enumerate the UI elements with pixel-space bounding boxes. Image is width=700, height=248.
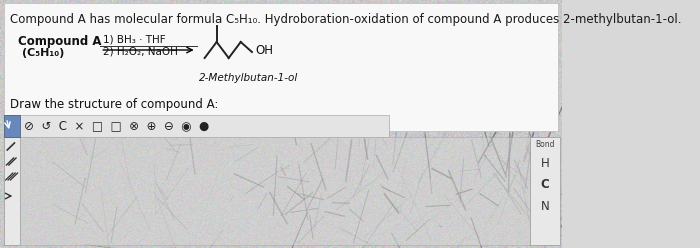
FancyBboxPatch shape	[4, 137, 530, 245]
Text: Bond: Bond	[535, 140, 554, 149]
Text: ⊘  ↺  C  ×  □  □  ⊗  ⊕  ⊖  ◉  ●: ⊘ ↺ C × □ □ ⊗ ⊕ ⊖ ◉ ●	[24, 119, 209, 132]
FancyBboxPatch shape	[4, 3, 558, 131]
Text: (C₅H₁₀): (C₅H₁₀)	[22, 48, 65, 58]
Text: 2) H₂O₂, NaOH: 2) H₂O₂, NaOH	[103, 47, 178, 57]
FancyBboxPatch shape	[4, 115, 20, 137]
Text: Draw the structure of compound A:: Draw the structure of compound A:	[10, 98, 218, 111]
Text: Compound A: Compound A	[18, 35, 102, 48]
FancyBboxPatch shape	[4, 137, 20, 245]
Text: C: C	[540, 178, 550, 191]
FancyBboxPatch shape	[4, 115, 389, 137]
Text: OH: OH	[256, 44, 273, 57]
Text: H: H	[540, 157, 550, 170]
FancyBboxPatch shape	[530, 137, 560, 245]
Text: N: N	[540, 200, 550, 213]
Text: Compound A has molecular formula C₅H₁₀. Hydroboration-oxidation of compound A pr: Compound A has molecular formula C₅H₁₀. …	[10, 13, 681, 26]
Text: 1) BH₃ · THF: 1) BH₃ · THF	[103, 34, 165, 44]
Text: 2-Methylbutan-1-ol: 2-Methylbutan-1-ol	[199, 73, 298, 83]
